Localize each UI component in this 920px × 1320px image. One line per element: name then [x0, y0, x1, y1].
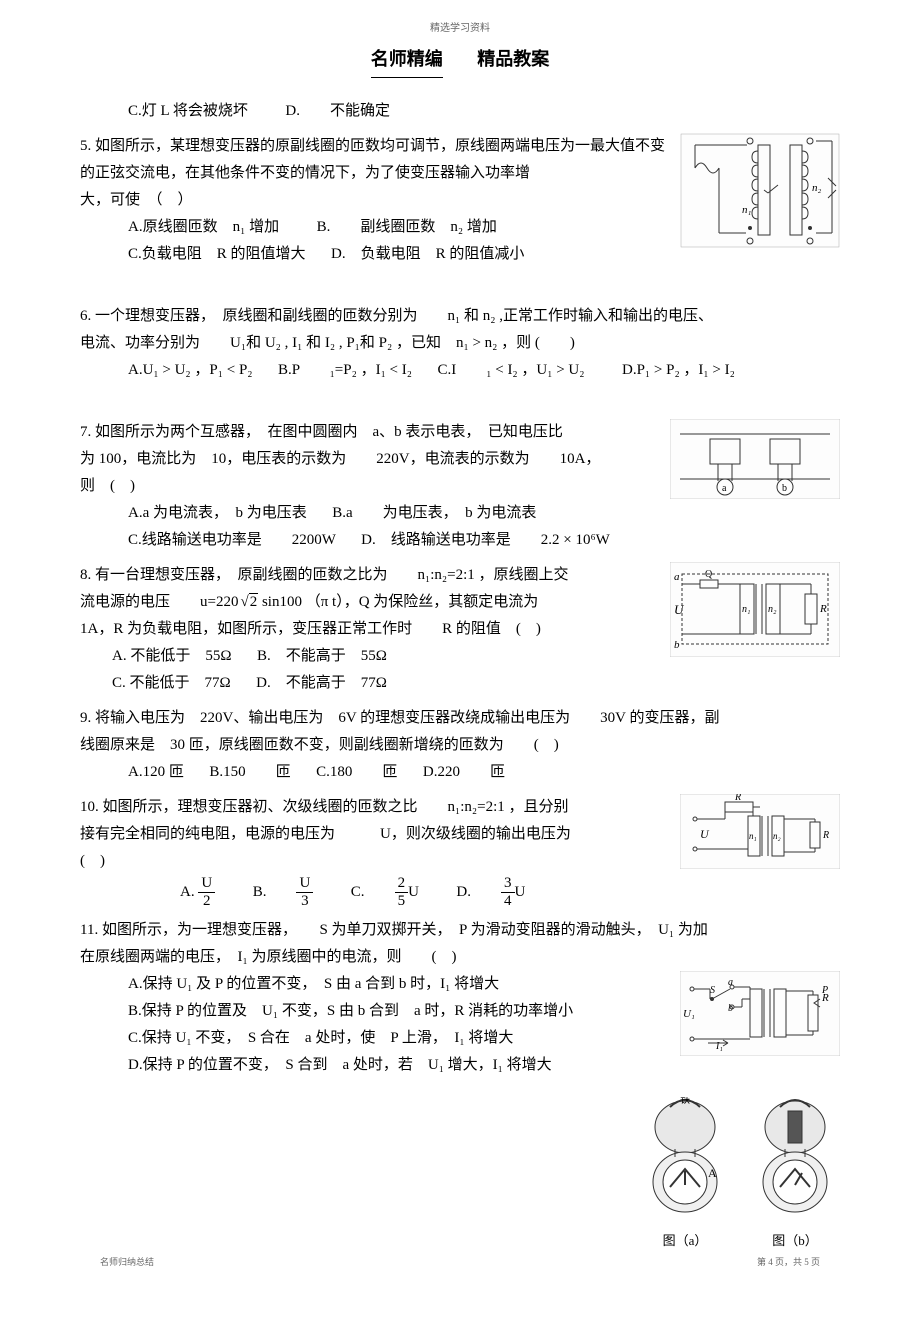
q11-stem2: 在原线圈两端的电压， I₁ 为原线圈中的电流，则 ( ): [80, 944, 840, 971]
q5-opt-c: C.负载电阻 R 的阻值增大: [128, 246, 306, 262]
q10: R U n₁ n₂ R 10. 如图所示，理想变压器初、次级线圈的匝数之比 n₁…: [80, 794, 840, 909]
q7-figure: a b: [670, 419, 840, 509]
page-header: 名师精编 精品教案: [80, 43, 840, 78]
svg-text:n₁: n₁: [742, 604, 750, 615]
q7-opt-d: D. 线路输送电功率是 2.2 × 10⁶W: [361, 532, 610, 548]
q9-stem1: 9. 将输入电压为 220V、输出电压为 6V 的理想变压器改绕成输出电压为 3…: [80, 705, 840, 732]
footer-right: 第 4 页，共 5 页: [757, 1254, 820, 1270]
fig-b: 图（b）: [750, 1097, 840, 1252]
fig-b-label: 图（b）: [750, 1229, 840, 1252]
svg-text:R: R: [822, 830, 829, 841]
svg-text:Q: Q: [705, 569, 713, 580]
q5: n₁ n₂ 5. 如图所示，某理想变压器的原副线圈的匝数均可调节，原线圈两端电压…: [80, 133, 840, 268]
q7-opt-a: A.a 为电流表， b 为电压表: [128, 505, 307, 521]
q10-opt-a: A. U2: [180, 884, 215, 900]
svg-text:n₂: n₂: [773, 831, 781, 841]
q4-opt-d: D. 不能确定: [285, 103, 390, 119]
header-left: 名师精编: [371, 43, 443, 78]
q9: 9. 将输入电压为 220V、输出电压为 6V 的理想变压器改绕成输出电压为 3…: [80, 705, 840, 786]
q8-opt-b: B. 不能高于 55Ω: [257, 648, 387, 664]
q11-opt-b: B.保持 P 的位置及 U₁ 不变，S 由 b 合到 a 时，R 消耗的功率增小: [128, 1003, 573, 1019]
q10-opt-c: C. 25U: [351, 884, 419, 900]
q7-opt-c: C.线路输送电功率是 2200W: [128, 532, 336, 548]
q9-stem2: 线圈原来是 30 匝，原线圈匝数不变，则副线圈新增绕的匝数为 ( ): [80, 732, 840, 759]
q7-opt-b: B.a 为电压表， b 为电流表: [332, 505, 536, 521]
q9-opt-b: B.150 匝: [209, 764, 290, 780]
q6-opt-c: C.I ₁ < I₂ ，U₁ > U₂: [438, 362, 585, 378]
q10-opt-d: D. 34U: [456, 884, 525, 900]
svg-text:n₁: n₁: [742, 204, 752, 216]
svg-text:n₁: n₁: [749, 831, 757, 841]
q9-opt-c: C.180 匝: [316, 764, 397, 780]
q5-figure: n₁ n₂: [680, 133, 840, 258]
svg-text:n₂: n₂: [768, 604, 777, 615]
q8-opt-a: A. 不能低于 55Ω: [112, 648, 231, 664]
bottom-figures: 铁 A 图（a） 图（b）: [640, 1097, 840, 1252]
fig-a: 铁 A 图（a）: [640, 1097, 730, 1252]
svg-text:b: b: [674, 639, 680, 651]
q11-side-figure: U₁ a b S R P I₁: [680, 971, 840, 1066]
q6-opt-a: A.U₁ > U₂ ，P₁ < P₂: [128, 362, 253, 378]
svg-text:R: R: [734, 794, 741, 803]
svg-text:铁: 铁: [680, 1097, 690, 1106]
q5-opt-b: B. 副线圈匝数 n₂ 增加: [317, 219, 497, 235]
svg-text:a: a: [722, 483, 727, 494]
q8-figure: a b U Q n₁ n₂ R: [670, 562, 840, 667]
q7: a b 7. 如图所示为两个互感器， 在图中圆圈内 a、b 表示电表， 已知电压…: [80, 419, 840, 554]
q11-opt-d: D.保持 P 的位置不变， S 合到 a 处时，若 U₁ 增大，I₁ 将增大: [128, 1057, 552, 1073]
q11-opt-c: C.保持 U₁ 不变， S 合在 a 处时，使 P 上滑， I₁ 将增大: [128, 1030, 513, 1046]
q8: a b U Q n₁ n₂ R 8. 有一台理想变压器， 原副线圈的匝数之比为 …: [80, 562, 840, 697]
q6-stem1: 6. 一个理想变压器， 原线圈和副线圈的匝数分别为 n₁ 和 n₂ ,正常工作时…: [80, 303, 840, 330]
svg-text:S: S: [710, 985, 715, 996]
q6-stem2: 电流、功率分别为 U₁和 U₂ , I₁ 和 I₂ , P₁和 P₂ ，已知 n…: [80, 330, 840, 357]
fig-a-label: 图（a）: [640, 1229, 730, 1252]
q11-opt-a: A.保持 U₁ 及 P 的位置不变， S 由 a 合到 b 时，I₁ 将增大: [128, 976, 499, 992]
q10-opt-b: B. U3: [253, 884, 314, 900]
svg-text:n₂: n₂: [812, 182, 822, 194]
q5-opt-d: D. 负载电阻 R 的阻值减小: [331, 246, 524, 262]
q6-opt-b: B.P ₁=P₂ ，I₁ < I₂: [278, 362, 412, 378]
svg-text:U: U: [674, 602, 685, 617]
svg-text:R: R: [819, 603, 827, 615]
q10-figure: R U n₁ n₂ R: [680, 794, 840, 879]
q6-opt-d: D.P₁ > P₂ ，I₁ > I₂: [622, 362, 735, 378]
svg-text:U₁: U₁: [683, 1008, 695, 1020]
q5-opt-a: A.原线圈匝数 n₁ 增加: [128, 219, 279, 235]
q11: 11. 如图所示，为一理想变压器， S 为单刀双掷开关， P 为滑动变阻器的滑动…: [80, 917, 840, 1079]
header-right: 精品教案: [477, 49, 549, 69]
footer-left: 名师归纳总结: [100, 1254, 154, 1270]
svg-text:a: a: [674, 571, 680, 583]
q4-tail: C.灯 L 将会被烧坏 D. 不能确定: [80, 98, 840, 125]
q9-opt-d: D.220 匝: [423, 764, 505, 780]
q8-opt-c: C. 不能低于 77Ω: [112, 675, 231, 691]
q9-opt-a: A.120 匝: [128, 764, 184, 780]
q4-opt-c: C.灯 L 将会被烧坏: [128, 103, 248, 119]
q8-opt-d: D. 不能高于 77Ω: [256, 675, 387, 691]
svg-text:U: U: [700, 827, 710, 841]
q6: 6. 一个理想变压器， 原线圈和副线圈的匝数分别为 n₁ 和 n₂ ,正常工作时…: [80, 303, 840, 384]
q11-stem1: 11. 如图所示，为一理想变压器， S 为单刀双掷开关， P 为滑动变阻器的滑动…: [80, 917, 840, 944]
svg-text:P: P: [821, 985, 828, 996]
svg-text:A: A: [708, 1166, 717, 1180]
top-label: 精选学习资料: [80, 20, 840, 38]
svg-text:b: b: [782, 483, 787, 494]
